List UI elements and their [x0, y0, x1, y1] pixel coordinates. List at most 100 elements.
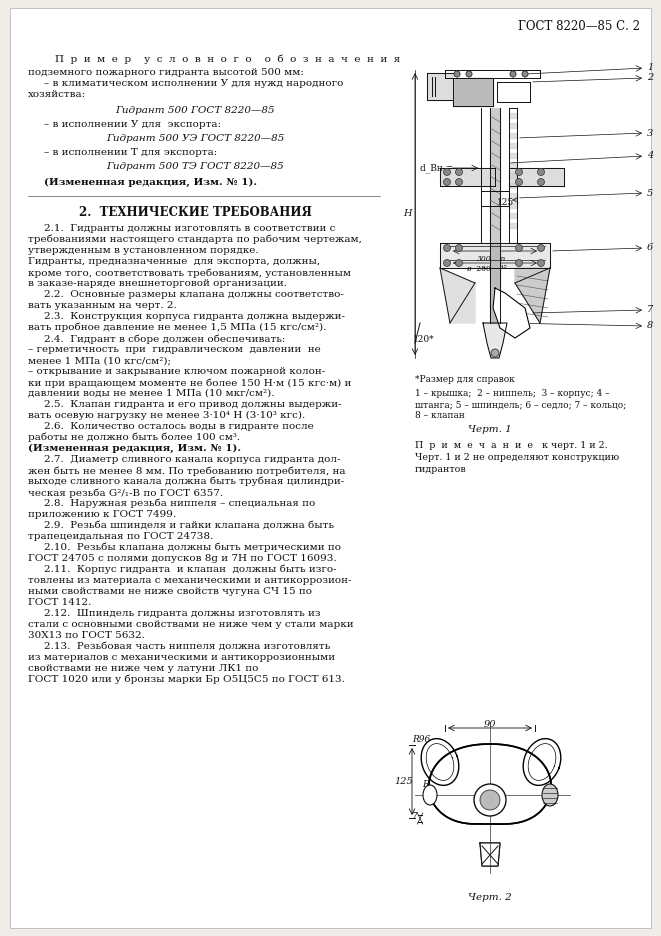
- Text: – герметичность  при  гидравлическом  давлении  не: – герметичность при гидравлическом давле…: [28, 345, 321, 354]
- Text: 90: 90: [484, 720, 496, 729]
- Text: ными свойствами не ниже свойств чугуна СЧ 15 по: ными свойствами не ниже свойств чугуна С…: [28, 587, 312, 596]
- Text: товлены из материала с механическими и антикоррозион-: товлены из материала с механическими и а…: [28, 576, 352, 585]
- Text: H: H: [403, 210, 412, 218]
- Polygon shape: [509, 113, 517, 118]
- Text: 2.  ТЕХНИЧЕСКИЕ ТРЕБОВАНИЯ: 2. ТЕХНИЧЕСКИЕ ТРЕБОВАНИЯ: [79, 206, 311, 219]
- Text: Гидрант 500 ТЭ ГОСТ 8220—85: Гидрант 500 ТЭ ГОСТ 8220—85: [106, 162, 284, 171]
- Text: R96: R96: [412, 735, 430, 744]
- Text: из материалов с механическими и антикоррозионными: из материалов с механическими и антикорр…: [28, 653, 335, 662]
- Circle shape: [454, 71, 460, 77]
- Polygon shape: [509, 223, 517, 228]
- Text: – в исполнении Т для экспорта:: – в исполнении Т для экспорта:: [44, 148, 217, 157]
- Text: *Размер для справок: *Размер для справок: [415, 375, 515, 384]
- Circle shape: [516, 244, 522, 252]
- Text: штанга; 5 – шпиндель; 6 – седло; 7 – кольцо;: штанга; 5 – шпиндель; 6 – седло; 7 – кол…: [415, 400, 626, 409]
- Polygon shape: [427, 73, 453, 100]
- Polygon shape: [509, 203, 517, 208]
- Text: 2.6.  Количество осталось воды в гидранте после: 2.6. Количество осталось воды в гидранте…: [44, 422, 314, 431]
- Polygon shape: [509, 193, 517, 198]
- Text: 120*: 120*: [413, 335, 435, 344]
- Polygon shape: [509, 123, 517, 128]
- Text: ГОСТ 24705 с полями допусков 8g и 7H по ГОСТ 16093.: ГОСТ 24705 с полями допусков 8g и 7H по …: [28, 554, 336, 563]
- Text: 3: 3: [647, 128, 653, 138]
- Text: 2.13.  Резьбовая часть ниппеля должна изготовлять: 2.13. Резьбовая часть ниппеля должна изг…: [44, 642, 330, 651]
- Polygon shape: [440, 243, 550, 268]
- Polygon shape: [453, 78, 493, 106]
- Circle shape: [510, 71, 516, 77]
- Text: R48: R48: [422, 780, 440, 789]
- Text: 2.11.  Корпус гидранта  и клапан  должны быть изго-: 2.11. Корпус гидранта и клапан должны бы…: [44, 565, 336, 575]
- Polygon shape: [429, 744, 551, 824]
- Polygon shape: [490, 243, 500, 323]
- Polygon shape: [509, 168, 564, 186]
- Text: Черт. 1 и 2 не определяют конструкцию: Черт. 1 и 2 не определяют конструкцию: [415, 453, 619, 462]
- Text: работы не должно быть более 100 см³.: работы не должно быть более 100 см³.: [28, 433, 240, 443]
- Text: ГОСТ 1412.: ГОСТ 1412.: [28, 598, 91, 607]
- Text: в заказе-наряде внешнеторговой организации.: в заказе-наряде внешнеторговой организац…: [28, 279, 287, 288]
- Circle shape: [444, 168, 451, 175]
- Text: ческая резьба G²/₁-В по ГОСТ 6357.: ческая резьба G²/₁-В по ГОСТ 6357.: [28, 488, 223, 498]
- Text: 2.10.  Резьбы клапана должны быть метрическими по: 2.10. Резьбы клапана должны быть метриче…: [44, 543, 341, 552]
- Circle shape: [537, 259, 545, 267]
- Text: (Измененная редакция, Изм. № 1).: (Измененная редакция, Изм. № 1).: [28, 444, 241, 453]
- Text: – открывание и закрывание ключом пожарной колон-: – открывание и закрывание ключом пожарно…: [28, 367, 325, 376]
- Text: П  р  и  м  е  р    у  с  л  о  в  н  о  г  о    о  б  о  з  н  а  ч  е  н  и  я: П р и м е р у с л о в н о г о о б о з н …: [55, 55, 401, 65]
- Circle shape: [522, 71, 528, 77]
- Polygon shape: [515, 268, 550, 323]
- Circle shape: [444, 179, 451, 185]
- Circle shape: [516, 259, 522, 267]
- Circle shape: [516, 179, 522, 185]
- Polygon shape: [509, 173, 517, 178]
- Text: 6: 6: [647, 243, 653, 253]
- Text: – в исполнении У для  экспорта:: – в исполнении У для экспорта:: [44, 120, 221, 129]
- Polygon shape: [497, 82, 530, 102]
- Polygon shape: [493, 288, 530, 338]
- Polygon shape: [440, 168, 495, 186]
- Text: приложению к ГОСТ 7499.: приложению к ГОСТ 7499.: [28, 510, 176, 519]
- Text: Гидранты, предназначенные  для экспорта, должны,: Гидранты, предназначенные для экспорта, …: [28, 257, 320, 266]
- Text: кроме того, соответствовать требованиям, установленным: кроме того, соответствовать требованиям,…: [28, 268, 351, 277]
- Text: гидрантов: гидрантов: [415, 465, 467, 474]
- Text: R35: R35: [422, 793, 440, 802]
- Text: Черт. 2: Черт. 2: [468, 893, 512, 902]
- Text: 1: 1: [647, 64, 653, 72]
- Text: выходе сливного канала должна быть трубная цилиндри-: выходе сливного канала должна быть трубн…: [28, 477, 344, 487]
- Text: 7: 7: [647, 305, 653, 314]
- Circle shape: [455, 244, 463, 252]
- Circle shape: [466, 71, 472, 77]
- Text: жен быть не менее 8 мм. По требованию потребителя, на: жен быть не менее 8 мм. По требованию по…: [28, 466, 346, 475]
- Text: – в климатическом исполнении У для нужд народного: – в климатическом исполнении У для нужд …: [44, 79, 343, 88]
- Circle shape: [537, 168, 545, 175]
- Polygon shape: [509, 133, 517, 138]
- Polygon shape: [509, 153, 517, 158]
- Polygon shape: [509, 183, 517, 188]
- Text: 2.3.  Конструкция корпуса гидранта должна выдержи-: 2.3. Конструкция корпуса гидранта должна…: [44, 312, 345, 321]
- Text: 2.12.  Шпиндель гидранта должны изготовлять из: 2.12. Шпиндель гидранта должны изготовля…: [44, 609, 321, 618]
- Polygon shape: [509, 213, 517, 218]
- Text: вать пробное давление не менее 1,5 МПа (15 кгс/см²).: вать пробное давление не менее 1,5 МПа (…: [28, 323, 327, 332]
- Text: d_Bн =: d_Bн =: [420, 163, 453, 172]
- Text: 2.1.  Гидранты должны изготовлять в соответствии с: 2.1. Гидранты должны изготовлять в соотв…: [44, 224, 335, 233]
- Text: стали с основными свойствами не ниже чем у стали марки: стали с основными свойствами не ниже чем…: [28, 620, 354, 629]
- Polygon shape: [509, 143, 517, 148]
- Polygon shape: [440, 268, 475, 323]
- Text: 2.9.  Резьба шпинделя и гайки клапана должна быть: 2.9. Резьба шпинделя и гайки клапана дол…: [44, 521, 334, 530]
- Circle shape: [474, 784, 506, 816]
- Text: П  р  и  м  е  ч  а  н  и  е   к черт. 1 и 2.: П р и м е ч а н и е к черт. 1 и 2.: [415, 441, 607, 450]
- Circle shape: [510, 71, 516, 77]
- Text: 125: 125: [497, 198, 514, 207]
- Text: 44: 44: [500, 808, 512, 817]
- Text: утвержденным в установленном порядке.: утвержденным в установленном порядке.: [28, 246, 258, 255]
- Circle shape: [454, 71, 460, 77]
- Text: Гидрант 500 ГОСТ 8220—85: Гидрант 500 ГОСТ 8220—85: [115, 106, 275, 115]
- Circle shape: [537, 179, 545, 185]
- Circle shape: [444, 244, 451, 252]
- Text: 32: 32: [500, 798, 512, 807]
- Text: свойствами не ниже чем у латуни ЛК1 по: свойствами не ниже чем у латуни ЛК1 по: [28, 664, 258, 673]
- Ellipse shape: [542, 784, 558, 806]
- Text: 2.8.  Наружная резьба ниппеля – специальная по: 2.8. Наружная резьба ниппеля – специальн…: [44, 499, 315, 508]
- Circle shape: [444, 259, 451, 267]
- Text: 2: 2: [647, 74, 653, 82]
- Circle shape: [480, 790, 500, 810]
- Text: 7: 7: [412, 812, 418, 821]
